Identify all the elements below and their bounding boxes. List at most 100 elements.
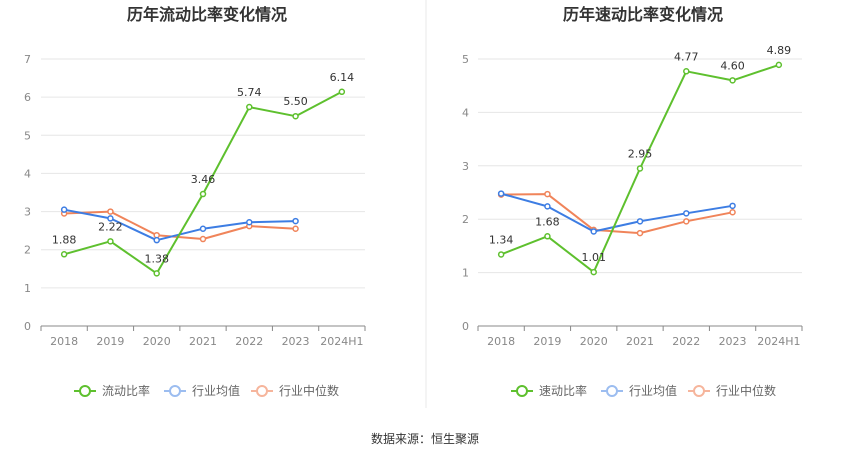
legend-label: 行业均值	[629, 383, 677, 398]
data-point[interactable]	[60, 206, 68, 213]
series-group: 1.88 2.22 1.38 3.46 5.74 5.50 6.14	[52, 71, 355, 277]
data-point[interactable]	[199, 225, 207, 232]
data-point[interactable]	[497, 190, 505, 197]
data-point[interactable]	[636, 165, 644, 172]
data-point[interactable]	[292, 225, 299, 232]
data-point[interactable]	[497, 251, 505, 258]
legend-item-avg[interactable]: 行业均值	[601, 383, 677, 398]
x-tick-label: 2022	[672, 335, 700, 348]
legend-label: 流动比率	[102, 383, 150, 398]
legend-marker	[516, 385, 528, 397]
y-tick-label: 3	[462, 160, 469, 173]
x-tick-label: 2020	[580, 335, 608, 348]
data-label: 2.22	[98, 220, 123, 233]
y-tick-label: 0	[462, 320, 469, 333]
legend-marker	[169, 385, 181, 397]
data-point[interactable]	[636, 229, 644, 237]
data-point[interactable]	[292, 217, 299, 225]
data-point[interactable]	[544, 233, 551, 240]
legend-marker	[693, 385, 705, 397]
data-point[interactable]	[683, 68, 690, 75]
data-label: 1.88	[52, 233, 77, 246]
quick-ratio-chart: 历年速动比率变化情况 0 1 2 3 4 5 2018 2019 2020 2021 2022 202…	[462, 5, 803, 398]
data-label: 1.68	[535, 215, 560, 228]
x-tick-label: 2019	[533, 335, 561, 348]
series-line	[501, 193, 733, 235]
current-ratio-chart: 历年流动比率变化情况 0 1 2 3 4 5 6 7 2018 2019 2020 2021 2022 2…	[24, 5, 366, 398]
series-line	[64, 210, 296, 240]
data-label: 3.46	[191, 173, 216, 186]
legend-label: 行业中位数	[716, 383, 776, 398]
data-point[interactable]	[729, 77, 736, 84]
legend-item-company[interactable]: 速动比率	[511, 383, 587, 398]
y-tick-label: 1	[24, 282, 31, 295]
data-label: 6.14	[330, 71, 355, 84]
data-point[interactable]	[338, 88, 346, 96]
legend-label: 速动比率	[539, 383, 587, 398]
data-point[interactable]	[107, 215, 114, 222]
data-label: 4.77	[674, 50, 699, 63]
x-tick-label: 2024H1	[320, 335, 363, 348]
legend-item-median[interactable]: 行业中位数	[688, 383, 776, 398]
data-point[interactable]	[775, 61, 783, 69]
y-tick-label: 5	[462, 53, 469, 66]
data-point[interactable]	[544, 203, 551, 210]
series-group: 1.34 1.68 1.01 2.95 4.77 4.60 4.89	[489, 44, 791, 276]
chart-title: 历年速动比率变化情况	[563, 5, 723, 24]
y-tick-label: 1	[462, 267, 469, 280]
data-label: 1.01	[581, 251, 606, 264]
x-tick-label: 2021	[189, 335, 217, 348]
x-tick-label: 2020	[143, 335, 171, 348]
axes: 0 1 2 3 4 5 6 7 2018 2019 2020 2021 2022 2023 2024H1	[24, 53, 366, 348]
data-point[interactable]	[60, 251, 68, 258]
data-point[interactable]	[729, 209, 736, 216]
y-tick-label: 5	[24, 129, 31, 142]
legend: 速动比率 行业均值 行业中位数	[511, 383, 776, 398]
data-point[interactable]	[683, 210, 690, 217]
data-point[interactable]	[683, 218, 690, 225]
y-tick-label: 6	[24, 91, 31, 104]
data-label: 1.34	[489, 233, 514, 246]
y-tick-label: 7	[24, 53, 31, 66]
x-tick-label: 2023	[282, 335, 310, 348]
data-point[interactable]	[636, 218, 644, 225]
y-tick-label: 3	[24, 206, 31, 219]
data-label: 5.50	[283, 95, 308, 108]
x-tick-label: 2024H1	[757, 335, 800, 348]
data-point[interactable]	[153, 270, 160, 277]
data-point[interactable]	[107, 238, 114, 245]
legend-marker	[606, 385, 618, 397]
data-label: 2.95	[628, 147, 653, 160]
data-point[interactable]	[246, 103, 253, 111]
legend-item-company[interactable]: 流动比率	[74, 383, 150, 398]
y-tick-label: 4	[24, 167, 31, 180]
series-line	[500, 192, 733, 233]
data-point[interactable]	[153, 236, 160, 244]
x-tick-label: 2018	[50, 335, 78, 348]
legend-marker	[79, 385, 91, 397]
data-point[interactable]	[292, 112, 299, 120]
data-point[interactable]	[107, 208, 114, 215]
y-tick-label: 4	[462, 106, 469, 119]
data-point[interactable]	[246, 219, 253, 226]
chart-title: 历年流动比率变化情况	[127, 5, 287, 24]
legend-marker	[256, 385, 268, 397]
y-tick-label: 2	[24, 244, 31, 257]
data-point[interactable]	[544, 190, 551, 198]
data-source: 数据来源：恒生聚源	[371, 431, 479, 446]
legend-item-median[interactable]: 行业中位数	[251, 383, 339, 398]
axes: 0 1 2 3 4 5 2018 2019 2020 2021 2022 2023 2024H1	[462, 53, 803, 348]
data-point[interactable]	[199, 190, 207, 198]
data-point[interactable]	[590, 228, 597, 235]
data-point[interactable]	[590, 268, 597, 276]
x-tick-label: 2021	[626, 335, 654, 348]
x-tick-label: 2018	[487, 335, 515, 348]
legend: 流动比率 行业均值 行业中位数	[74, 383, 339, 398]
x-tick-label: 2023	[719, 335, 747, 348]
legend-label: 行业中位数	[279, 383, 339, 398]
legend-item-avg[interactable]: 行业均值	[164, 383, 240, 398]
data-label: 1.38	[144, 252, 169, 265]
data-point[interactable]	[729, 202, 736, 210]
data-point[interactable]	[199, 235, 207, 243]
